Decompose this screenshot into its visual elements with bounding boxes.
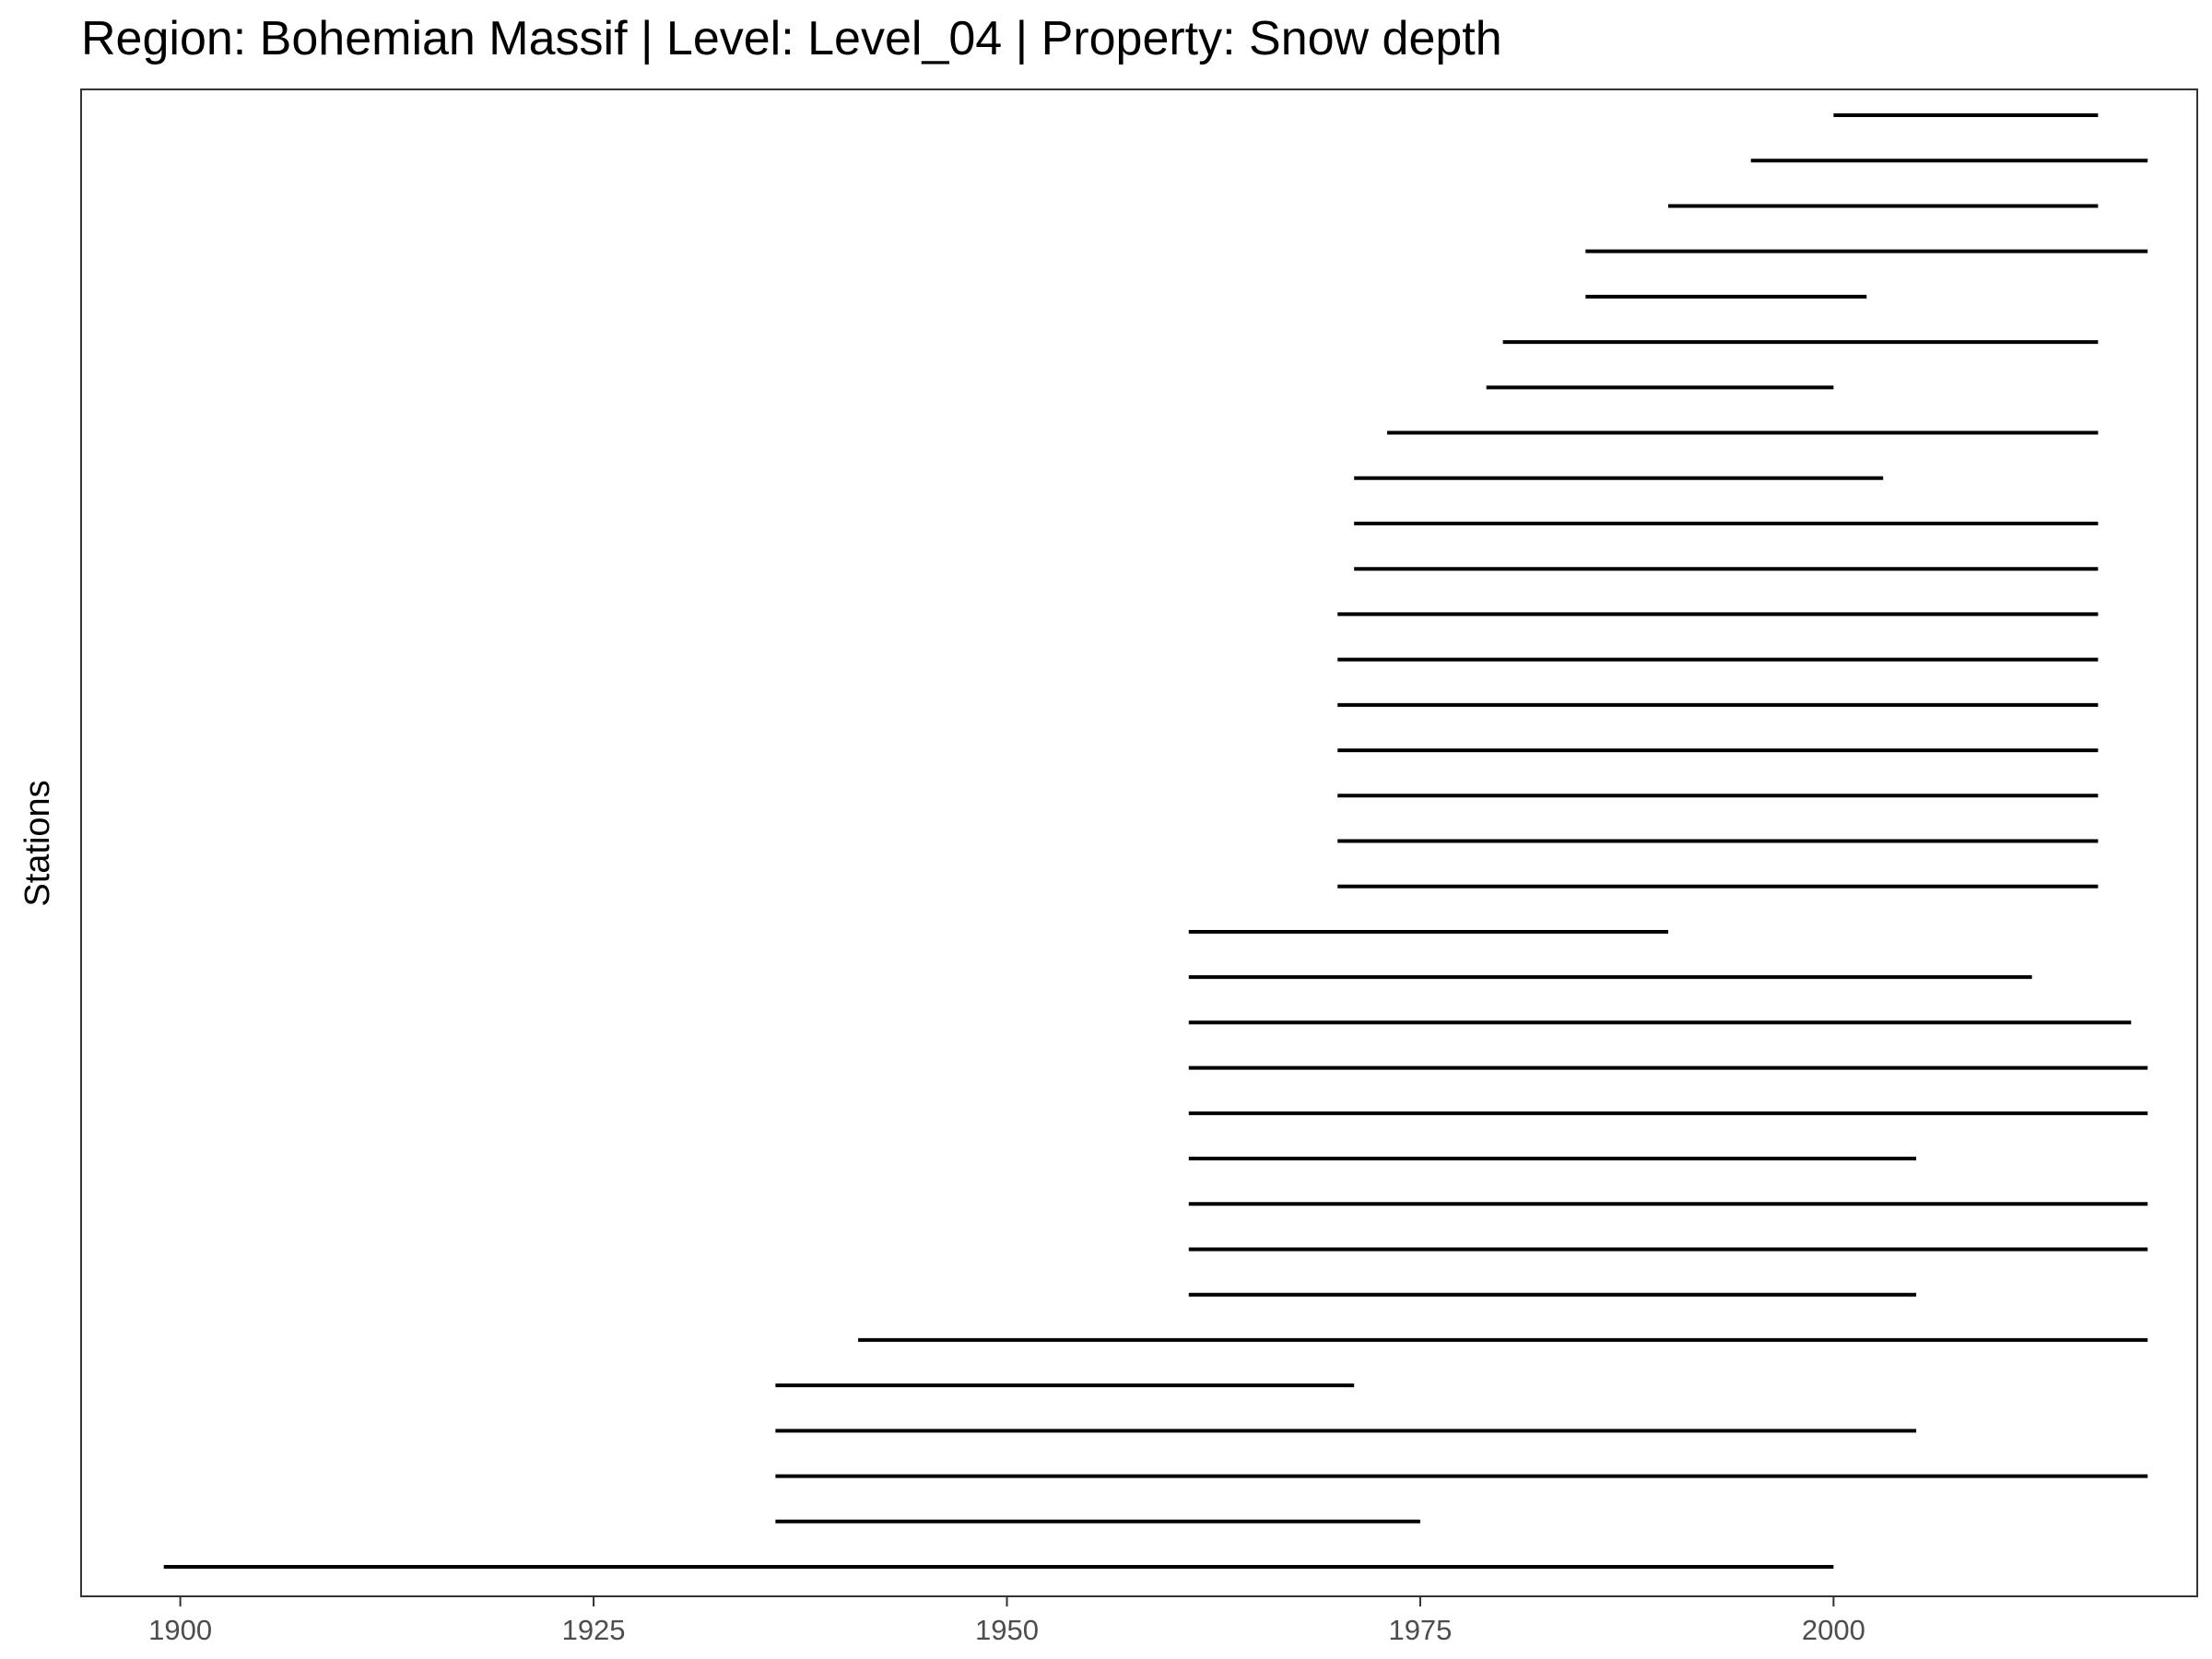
x-axis: 1900 1925 1950 1975 2000: [148, 1596, 1865, 1646]
chart-title: Region: Bohemian Massif | Level: Level_0…: [81, 12, 1502, 65]
x-tick-label: 1925: [562, 1614, 626, 1646]
x-tick-label: 1900: [148, 1614, 212, 1646]
x-tick-label: 2000: [1802, 1614, 1865, 1646]
x-tick-label: 1975: [1388, 1614, 1452, 1646]
y-axis-title: Stations: [18, 780, 57, 906]
panel-border: [80, 88, 2198, 1597]
x-tick-label: 1950: [975, 1614, 1039, 1646]
station-segments: [163, 113, 2148, 1569]
